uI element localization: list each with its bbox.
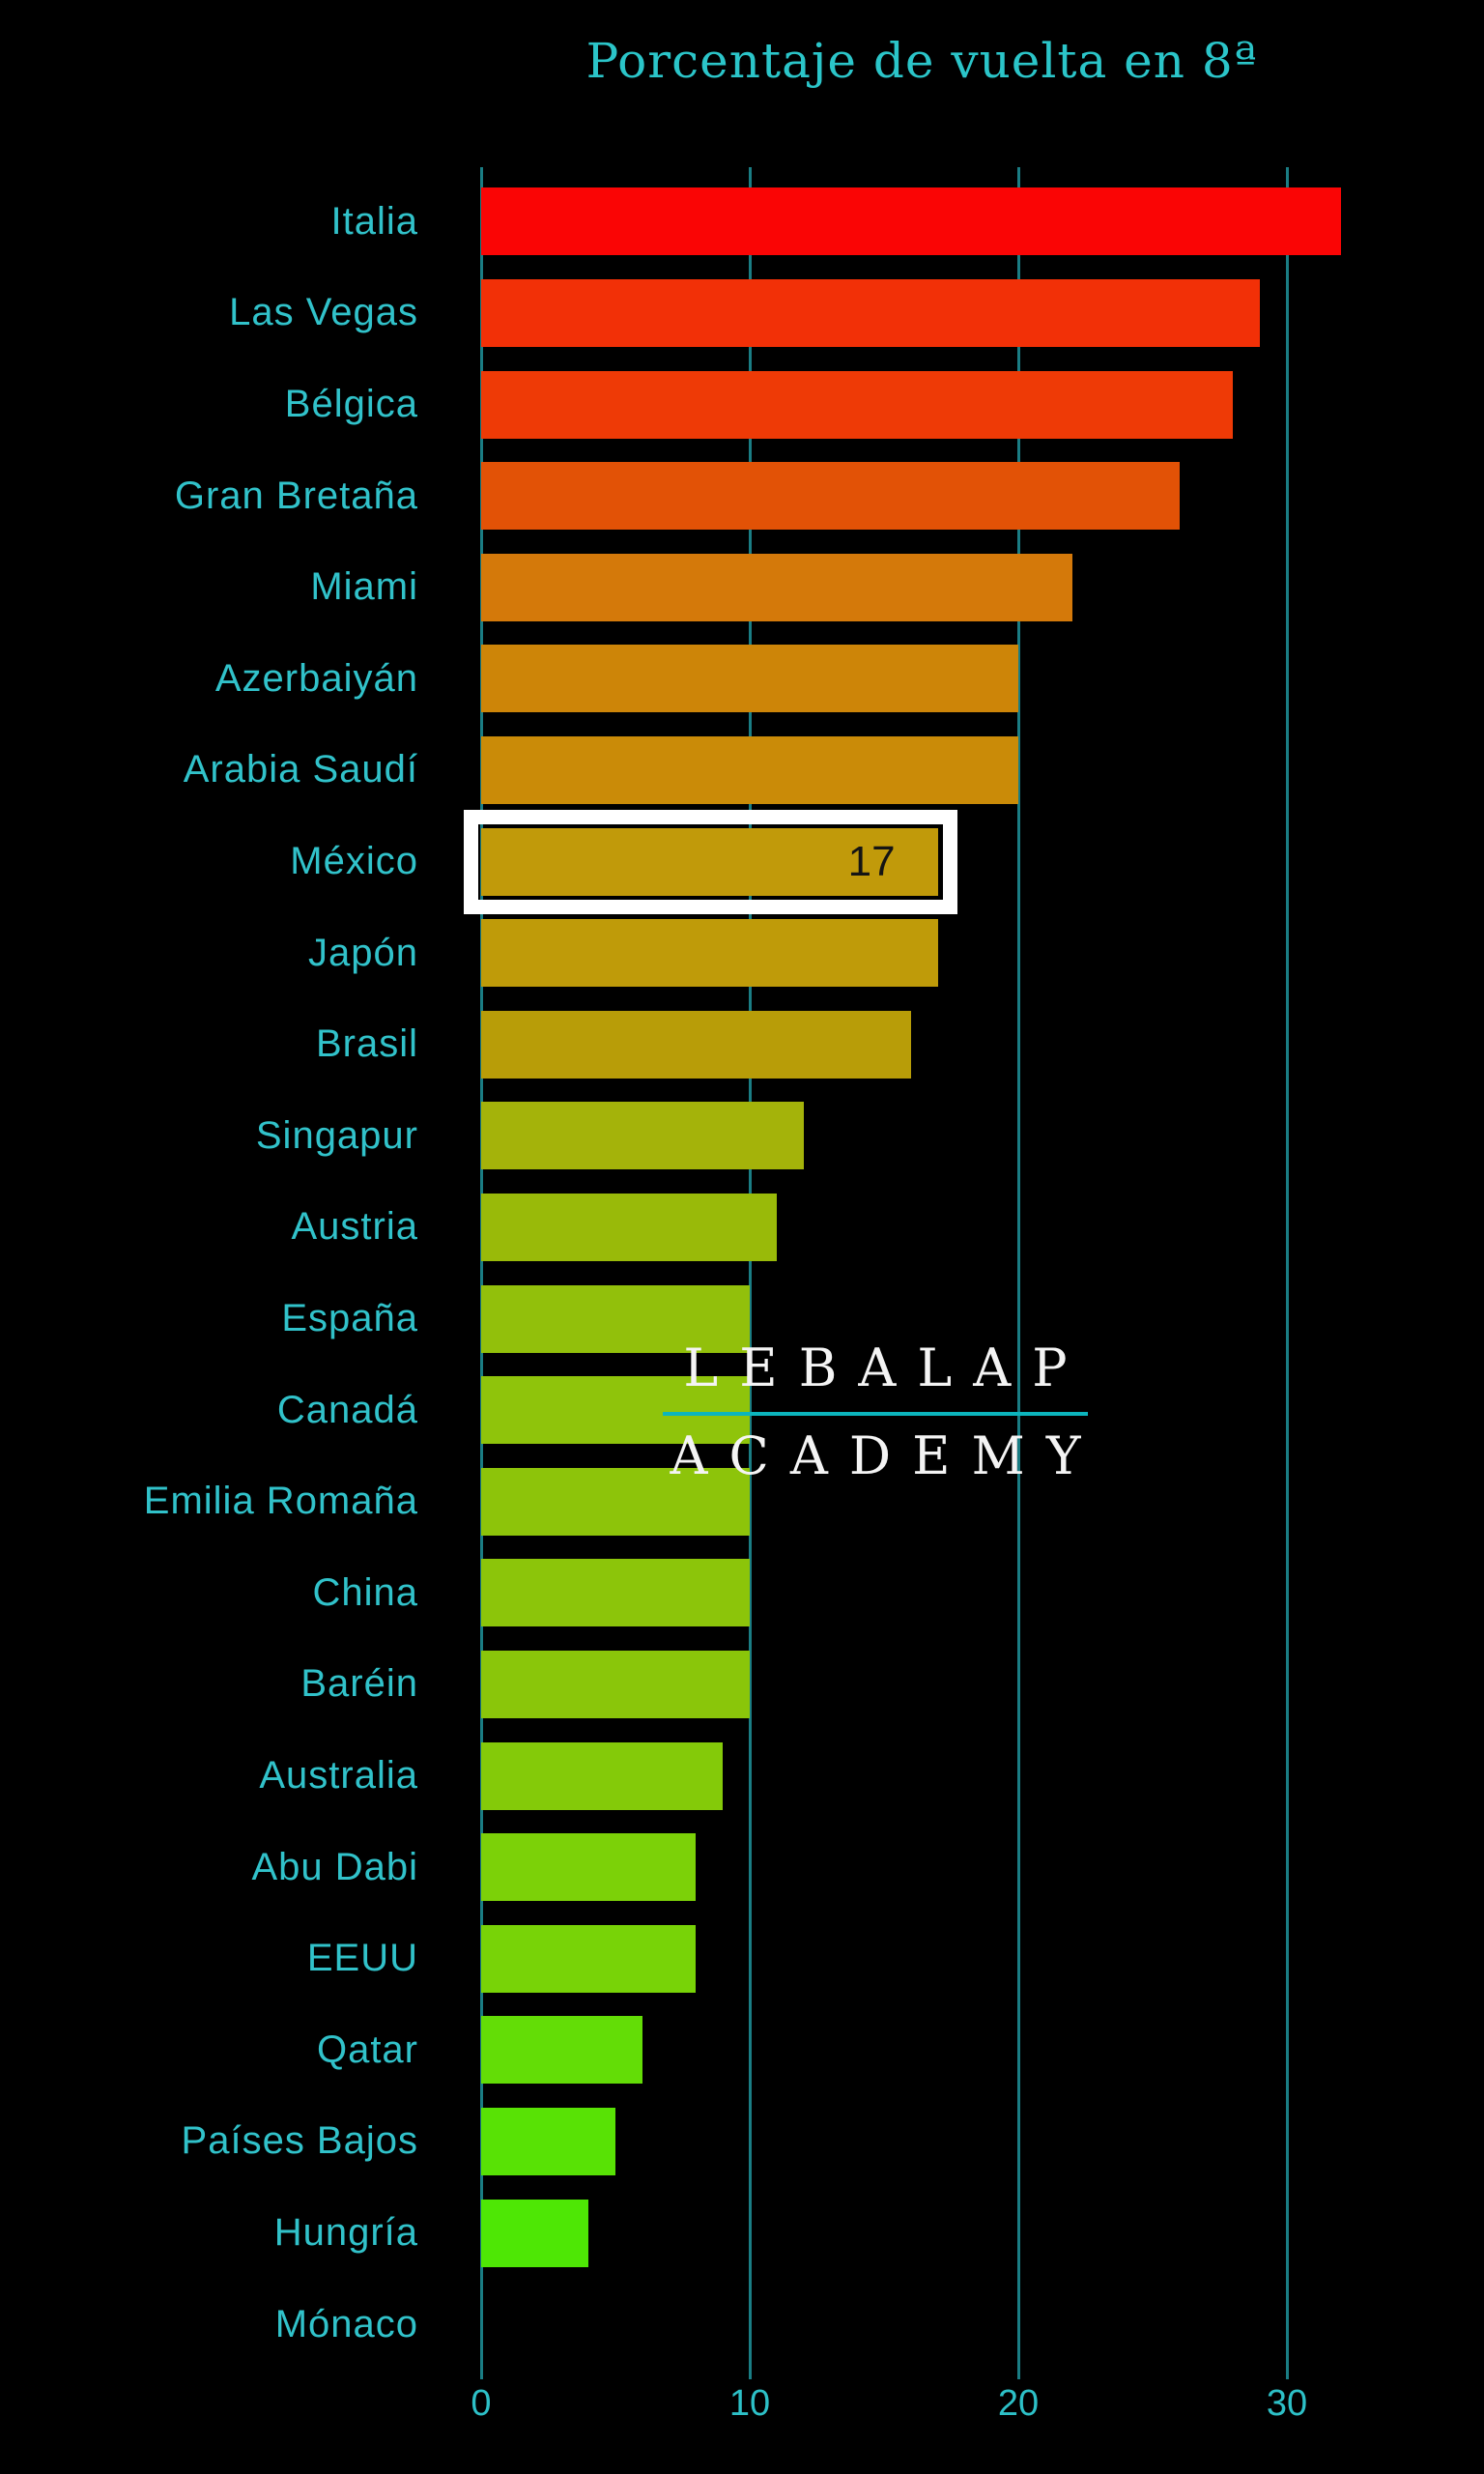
- bar: [481, 1102, 804, 1170]
- gridline-10: [748, 167, 752, 2379]
- category-label: Japón: [308, 931, 418, 974]
- bar: [481, 1741, 724, 1810]
- bar: [481, 1559, 750, 1627]
- watermark-line-1: LEBALAP: [683, 1338, 1089, 1398]
- x-tick-label-20: 20: [997, 2383, 1040, 2424]
- category-label: México: [290, 839, 418, 882]
- category-label: Hungría: [273, 2210, 418, 2254]
- bar: [481, 370, 1234, 439]
- category-label: Abu Dabi: [251, 1845, 418, 1888]
- category-label: Brasil: [315, 1022, 418, 1066]
- category-label: Las Vegas: [229, 291, 418, 334]
- gridline-0: [479, 167, 483, 2379]
- gridline-30: [1285, 167, 1289, 2379]
- bar: [481, 1376, 750, 1445]
- chart-title: Porcentaje de vuelta en 8ª: [585, 33, 1258, 89]
- category-label: Singapur: [255, 1113, 418, 1157]
- category-label: Arabia Saudí: [183, 748, 418, 791]
- category-label: Australia: [259, 1753, 418, 1797]
- category-label: España: [281, 1296, 418, 1339]
- category-label: EEUU: [306, 1937, 418, 1980]
- x-tick-label-0: 0: [471, 2383, 492, 2424]
- bar: [481, 1650, 750, 1718]
- category-label: Bélgica: [284, 382, 418, 425]
- bar: [481, 1010, 911, 1079]
- watermark: LEBALAP ACADEMY: [618, 1338, 1132, 1487]
- bar: [481, 1924, 697, 1993]
- bar: [481, 645, 1018, 713]
- bar: [481, 187, 1341, 256]
- category-label: China: [312, 1570, 418, 1614]
- bar: [481, 553, 1072, 621]
- watermark-line-2: ACADEMY: [670, 1425, 1102, 1486]
- category-label: Miami: [310, 565, 418, 609]
- gridline-20: [1016, 167, 1020, 2379]
- bar: [481, 1284, 750, 1353]
- bar: [481, 919, 938, 988]
- bar: [481, 1833, 697, 1902]
- bar: [481, 735, 1018, 804]
- highlight-border: [464, 809, 957, 914]
- category-label: Canadá: [276, 1388, 418, 1431]
- bar: [481, 2199, 589, 2267]
- bar: [481, 2107, 615, 2175]
- category-label: Emilia Romaña: [143, 1480, 418, 1523]
- category-label: Gran Bretaña: [174, 474, 418, 517]
- bar: 17: [481, 827, 938, 896]
- bar: [481, 1467, 750, 1536]
- category-label: Azerbaiyán: [214, 656, 418, 700]
- watermark-divider-line: [663, 1412, 1088, 1416]
- highlight-value-label: 17: [847, 837, 896, 885]
- bar: [481, 462, 1180, 531]
- category-label: Qatar: [316, 2028, 418, 2071]
- x-tick-label-10: 10: [728, 2383, 771, 2424]
- category-label: Baréin: [300, 1662, 418, 1706]
- bar: [481, 2016, 642, 2085]
- category-label: Países Bajos: [181, 2119, 418, 2163]
- category-label: Mónaco: [274, 2302, 418, 2345]
- category-label: Italia: [330, 199, 418, 243]
- x-tick-label-30: 30: [1266, 2383, 1308, 2424]
- bar: [481, 1193, 777, 1261]
- category-label: Austria: [291, 1205, 418, 1249]
- bar: [481, 278, 1261, 347]
